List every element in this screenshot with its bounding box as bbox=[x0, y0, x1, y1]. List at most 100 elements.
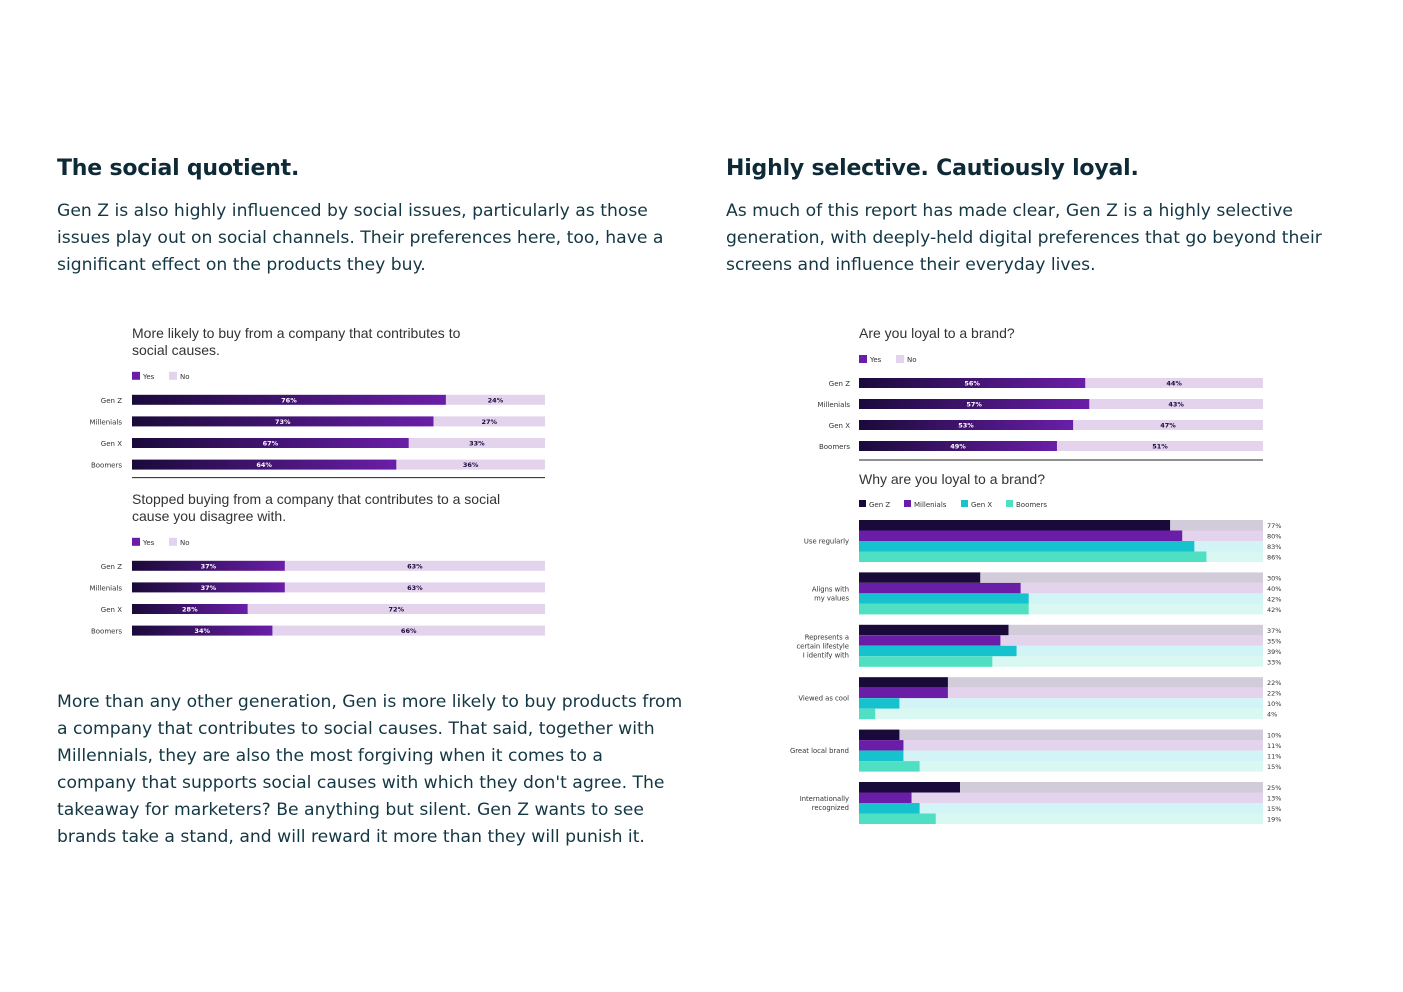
bar-3-0-3 bbox=[859, 551, 1207, 562]
bar-no-0-1 bbox=[433, 416, 545, 427]
bar-3-4-0 bbox=[859, 729, 900, 741]
value-3-5-1: 13% bbox=[1267, 795, 1281, 803]
row-label-0-0: Gen Z bbox=[101, 397, 122, 405]
value-no-0-0: 24% bbox=[488, 396, 504, 404]
value-yes-1-1: 37% bbox=[201, 584, 217, 592]
bar-yes-0-0 bbox=[132, 394, 446, 405]
section-title-selective-loyal: Highly selective. Cautiously loyal. bbox=[726, 156, 1139, 181]
right-column: Highly selective. Cautiously loyal. As m… bbox=[726, 150, 1356, 279]
value-3-0-2: 83% bbox=[1267, 543, 1281, 551]
value-3-2-2: 39% bbox=[1267, 648, 1281, 656]
group-label-3-3: Viewed as cool bbox=[798, 695, 849, 703]
value-no-1-3: 66% bbox=[401, 627, 417, 635]
bar-3-2-1 bbox=[859, 635, 1001, 646]
bar-no-2-1 bbox=[1089, 399, 1263, 409]
track-3-2-2 bbox=[859, 645, 1263, 657]
bar-no-0-0 bbox=[445, 394, 545, 405]
row-label-2-1: Millenials bbox=[818, 401, 851, 409]
social-causes-charts-svg: More likely to buy from a company that c… bbox=[90, 325, 545, 636]
bar-3-2-2 bbox=[859, 645, 1017, 657]
chart-title-1: Stopped buying from a company that contr… bbox=[132, 491, 500, 524]
bar-no-2-2 bbox=[1073, 420, 1263, 430]
bar-3-1-1 bbox=[859, 582, 1021, 594]
row-label-1-2: Gen X bbox=[101, 606, 122, 614]
value-yes-1-0: 37% bbox=[201, 562, 217, 570]
value-no-1-1: 63% bbox=[407, 584, 423, 592]
legend-label-3-0: Gen Z bbox=[869, 501, 890, 509]
chart-title-3: Why are you loyal to a brand? bbox=[859, 471, 1045, 487]
track-3-1-1 bbox=[859, 582, 1263, 594]
value-yes-1-3: 34% bbox=[194, 627, 210, 635]
bar-3-1-0 bbox=[859, 572, 981, 583]
legend-label-yes-1: Yes bbox=[142, 539, 155, 547]
track-3-4-3 bbox=[859, 761, 1263, 772]
track-3-4-2 bbox=[859, 750, 1263, 762]
value-yes-2-0: 56% bbox=[964, 380, 980, 388]
bar-no-0-2 bbox=[408, 438, 545, 448]
track-3-5-2 bbox=[859, 803, 1263, 814]
value-no-0-3: 36% bbox=[463, 461, 479, 469]
bar-yes-0-3 bbox=[132, 459, 397, 470]
value-3-3-0: 22% bbox=[1267, 679, 1281, 687]
value-3-5-2: 15% bbox=[1267, 805, 1281, 813]
bar-3-5-3 bbox=[859, 813, 936, 824]
legend-swatch-yes-2 bbox=[859, 355, 867, 363]
value-no-1-0: 63% bbox=[407, 562, 423, 570]
bar-no-1-3 bbox=[272, 625, 545, 636]
legend-swatch-3-3 bbox=[1006, 500, 1013, 507]
track-3-2-3 bbox=[859, 656, 1263, 667]
bar-3-2-3 bbox=[859, 656, 993, 667]
value-yes-2-1: 57% bbox=[966, 401, 982, 409]
bar-yes-0-1 bbox=[132, 416, 434, 427]
value-no-0-1: 27% bbox=[481, 418, 497, 426]
legend-swatch-no-1 bbox=[169, 537, 177, 546]
legend-swatch-no-0 bbox=[169, 371, 177, 380]
value-3-0-0: 77% bbox=[1267, 522, 1281, 530]
bar-3-0-0 bbox=[859, 520, 1171, 531]
bar-3-4-3 bbox=[859, 761, 920, 772]
row-label-2-3: Boomers bbox=[819, 443, 850, 451]
value-3-4-2: 11% bbox=[1267, 753, 1281, 761]
group-label-3-5: Internationally recognized bbox=[800, 795, 849, 812]
bar-yes-1-2 bbox=[132, 604, 248, 614]
value-3-4-1: 11% bbox=[1267, 742, 1281, 750]
value-no-2-3: 51% bbox=[1152, 443, 1168, 451]
legend-label-no-1: No bbox=[180, 539, 190, 547]
value-no-2-0: 44% bbox=[1166, 380, 1182, 388]
brand-loyalty-charts-svg: Are you loyal to a brand? Yes No Gen Z 56% 44… bbox=[790, 325, 1281, 824]
track-3-1-0 bbox=[859, 572, 1263, 583]
legend-label-yes-0: Yes bbox=[142, 373, 155, 381]
track-3-5-3 bbox=[859, 813, 1263, 824]
group-label-3-1: Aligns with my values bbox=[812, 585, 850, 602]
value-3-5-3: 19% bbox=[1267, 816, 1281, 824]
value-no-0-2: 33% bbox=[469, 440, 485, 448]
value-yes-2-3: 49% bbox=[950, 443, 966, 451]
track-3-3-2 bbox=[859, 698, 1263, 709]
bar-yes-1-1 bbox=[132, 582, 285, 593]
track-3-3-0 bbox=[859, 677, 1263, 688]
value-3-1-0: 30% bbox=[1267, 574, 1281, 582]
bar-no-2-0 bbox=[1085, 378, 1263, 388]
bar-3-5-1 bbox=[859, 792, 912, 803]
bar-3-1-2 bbox=[859, 593, 1029, 604]
bar-3-2-0 bbox=[859, 624, 1009, 636]
value-yes-2-2: 53% bbox=[958, 422, 974, 430]
group-label-3-0: Use regularly bbox=[804, 538, 849, 546]
row-label-0-1: Millenials bbox=[90, 418, 123, 426]
bar-3-3-1 bbox=[859, 687, 948, 699]
bar-3-3-2 bbox=[859, 698, 900, 709]
value-3-0-1: 80% bbox=[1267, 533, 1281, 541]
bar-3-5-0 bbox=[859, 782, 960, 793]
legend-label-3-3: Boomers bbox=[1016, 501, 1047, 509]
value-3-5-0: 25% bbox=[1267, 784, 1281, 792]
chart-title-0: More likely to buy from a company that c… bbox=[132, 325, 461, 358]
track-3-1-2 bbox=[859, 593, 1263, 604]
track-3-4-1 bbox=[859, 740, 1263, 751]
bar-yes-1-3 bbox=[132, 625, 273, 636]
value-3-2-3: 33% bbox=[1267, 658, 1281, 666]
track-3-3-1 bbox=[859, 687, 1263, 699]
bar-3-3-0 bbox=[859, 677, 948, 688]
value-3-1-3: 42% bbox=[1267, 606, 1281, 614]
bar-3-0-1 bbox=[859, 530, 1183, 541]
bar-yes-2-2 bbox=[859, 420, 1074, 430]
